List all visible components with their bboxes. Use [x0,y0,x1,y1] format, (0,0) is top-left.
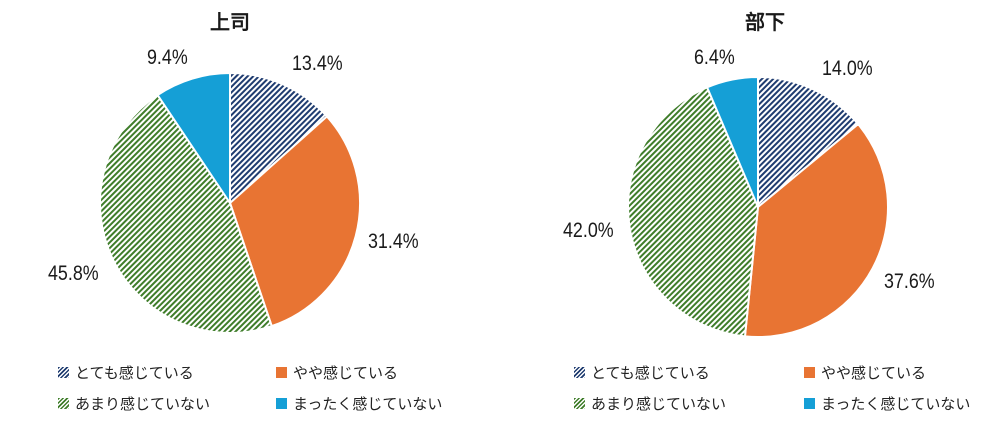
label-totemo: 14.0% [822,57,873,80]
legend-swatch-icon [804,367,815,378]
legend-amari: あまり感じていない [58,393,210,414]
legend-totemo: とても感じている [574,362,710,383]
legend-swatch-icon [276,367,287,378]
chart-title: 部下 [745,10,785,34]
pie-chart [627,75,889,338]
legend-label: あまり感じていない [75,395,211,413]
pie-slice [228,115,361,328]
chart-joshi: 上司 13.4% 31.4% 45.8% 9.4% とても感じている やや感じて… [48,10,442,414]
legend-label: あまり感じていない [591,395,727,413]
legend-amari: あまり感じていない [574,393,726,414]
legend-label: やや感じている [293,364,399,382]
chart-title: 上司 [210,10,250,34]
legend-swatch-icon [58,367,69,378]
legend-label: まったく感じていない [293,395,443,413]
legend-swatch-icon [574,398,585,409]
label-mattaku: 6.4% [694,46,735,69]
pie-chart [99,71,361,334]
legend-mattaku: まったく感じていない [276,393,442,414]
label-yaya: 31.4% [368,230,419,253]
pie-slice [99,93,273,334]
legend-yaya: やや感じている [804,362,926,383]
legend-swatch-icon [804,398,815,409]
label-mattaku: 9.4% [147,46,188,69]
legend-swatch-icon [276,398,287,409]
pie-slice [627,86,760,338]
legend-label: とても感じている [75,364,194,382]
chart-buka: 部下 14.0% 37.6% 42.0% 6.4% とても感じている やや感じて… [500,0,1000,424]
pie-slice [156,71,231,207]
legend-label: まったく感じていない [821,395,971,413]
legend-swatch-icon [574,367,585,378]
pie-slices [627,75,889,338]
label-totemo: 13.4% [292,52,343,75]
pie-slices [99,71,361,334]
pie-slice [757,75,860,210]
legend-mattaku: まったく感じていない [804,393,970,414]
pie-slice [705,75,759,208]
legend-totemo: とても感じている [58,362,194,383]
legend-label: とても感じている [591,364,710,382]
label-amari: 45.8% [48,262,99,285]
pie-slice [229,71,329,206]
label-amari: 42.0% [563,219,614,242]
legend-label: やや感じている [821,364,927,382]
legend-swatch-icon [58,398,69,409]
legend-yaya: やや感じている [276,362,398,383]
pie-slice [743,122,889,338]
label-yaya: 37.6% [884,270,935,293]
